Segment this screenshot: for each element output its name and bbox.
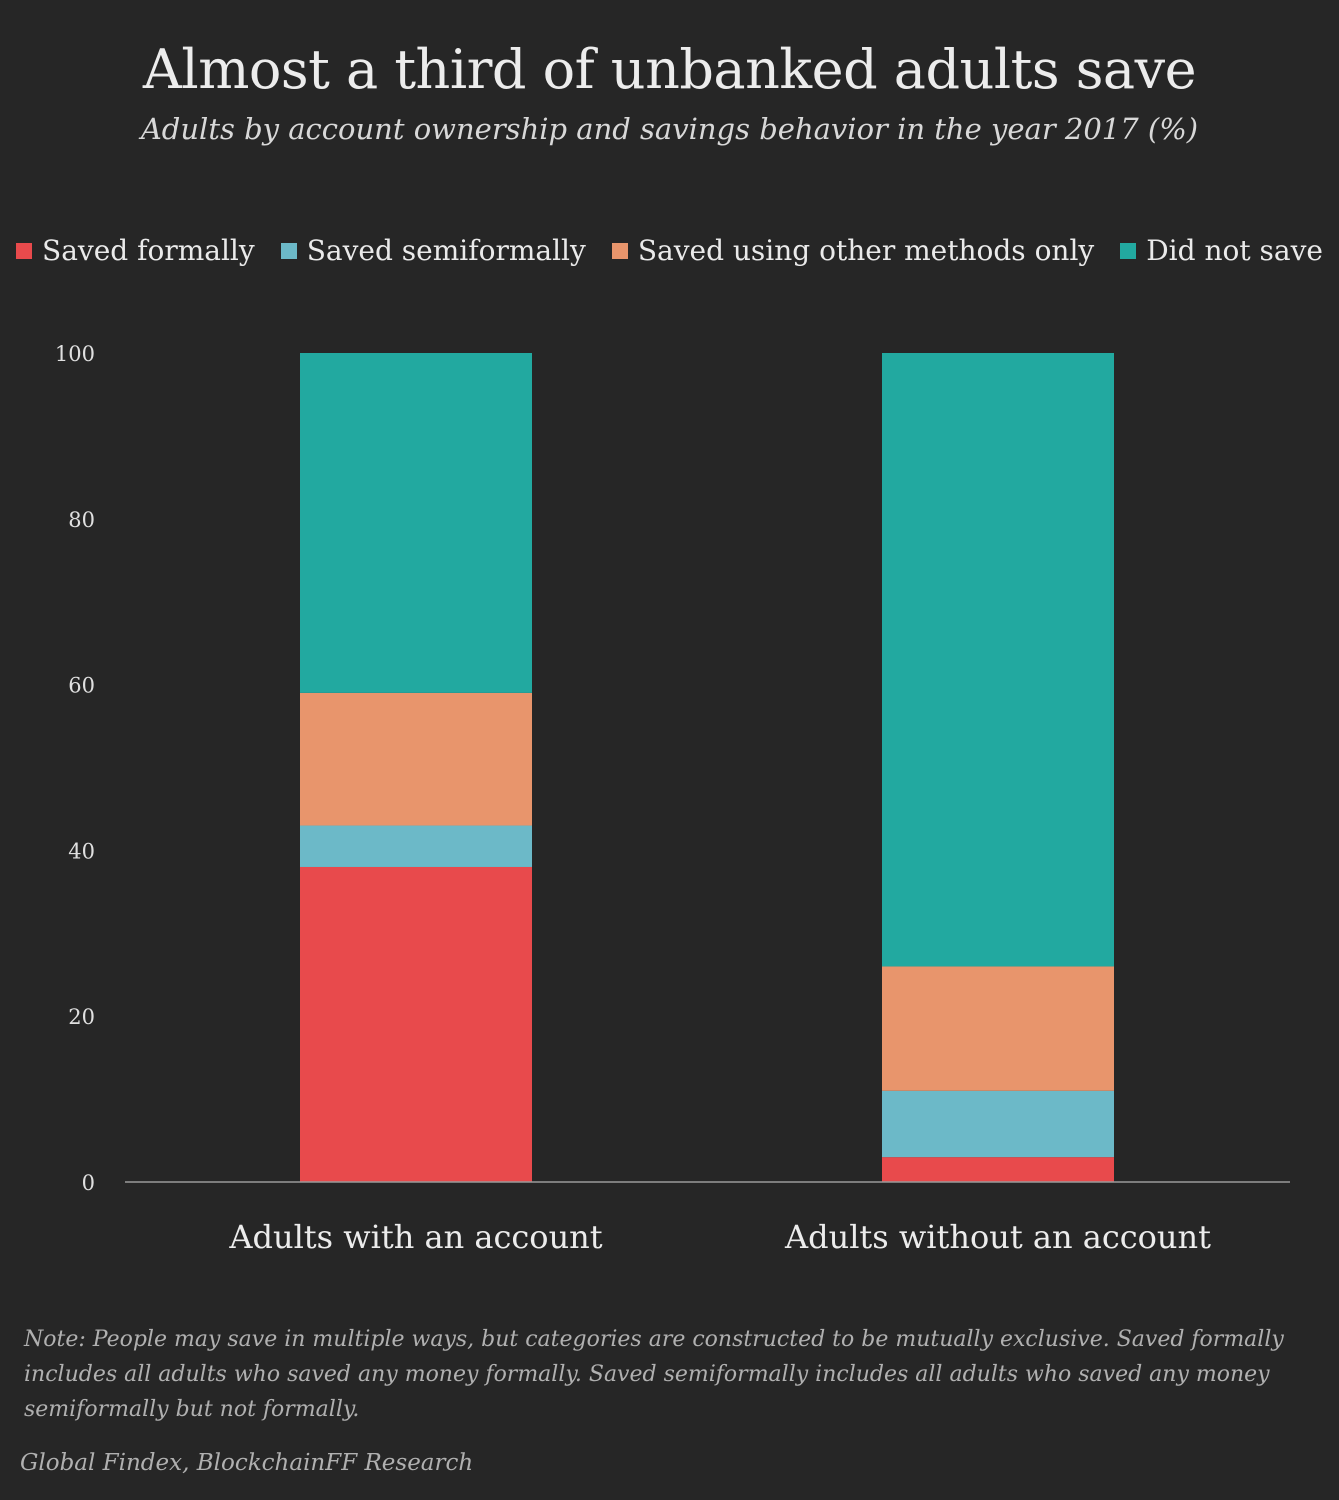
y-tick-label: 0 — [82, 1171, 95, 1195]
chart-note: Note: People may save in multiple ways, … — [24, 1327, 1284, 1422]
chart-title: Almost a third of unbanked adults save — [142, 38, 1197, 101]
legend-item-saved-semiformally: Saved semiformally — [280, 234, 586, 267]
legend: Saved formally Saved semiformally Saved … — [0, 234, 1339, 267]
x-tick-label: Adults without an account — [784, 1218, 1211, 1256]
legend-swatch — [16, 242, 33, 259]
bar-segment-saved-formally — [300, 866, 532, 1182]
y-tick-label: 80 — [68, 508, 95, 532]
bar-segment-saved-formally — [882, 1157, 1114, 1182]
legend-item-did-not-save: Did not save — [1120, 234, 1323, 267]
legend-label: Saved formally — [42, 234, 255, 267]
y-tick-label: 40 — [68, 839, 95, 863]
legend-swatch — [611, 242, 628, 259]
legend-label: Saved semiformally — [306, 234, 586, 267]
bar-segment-did-not-save — [300, 353, 532, 693]
bar-segment-saved-using-other-methods-only — [300, 692, 532, 826]
y-tick-label: 100 — [55, 342, 95, 366]
bar-segment-saved-semiformally — [300, 825, 532, 867]
chart-source: Global Findex, BlockchainFF Research — [20, 1450, 474, 1476]
bar-segment-did-not-save — [882, 353, 1114, 967]
legend-item-saved-other: Saved using other methods only — [611, 234, 1095, 267]
legend-item-saved-formally: Saved formally — [16, 234, 255, 267]
legend-swatch — [280, 242, 297, 259]
bar-segment-saved-using-other-methods-only — [882, 966, 1114, 1091]
x-tick-label: Adults with an account — [228, 1218, 602, 1256]
y-tick-label: 20 — [68, 1005, 95, 1029]
bar-segment-saved-semiformally — [882, 1090, 1114, 1158]
legend-swatch — [1120, 242, 1137, 259]
legend-label: Did not save — [1146, 234, 1323, 267]
y-tick-label: 60 — [68, 674, 95, 698]
chart-subtitle: Adults by account ownership and savings … — [140, 112, 1199, 146]
stacked-bar-chart: 0 20 40 60 80 100 Adults with an account Adults… — [55, 342, 1290, 1256]
legend-label: Saved using other methods only — [637, 234, 1095, 267]
